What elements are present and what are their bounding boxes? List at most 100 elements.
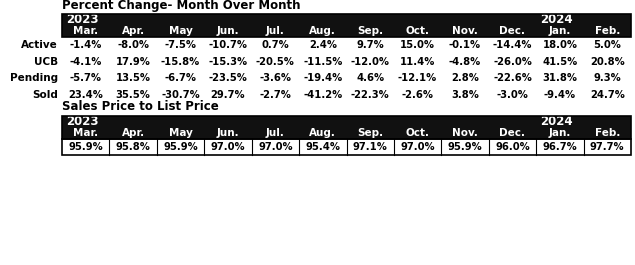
Text: 95.8%: 95.8% bbox=[116, 142, 150, 152]
Text: Oct.: Oct. bbox=[406, 26, 430, 36]
Text: -2.6%: -2.6% bbox=[401, 90, 434, 100]
Text: Jan.: Jan. bbox=[549, 128, 571, 138]
Text: Mar.: Mar. bbox=[73, 128, 98, 138]
Text: -1.4%: -1.4% bbox=[69, 40, 102, 50]
Text: 18.0%: 18.0% bbox=[542, 40, 577, 50]
Text: Aug.: Aug. bbox=[309, 26, 336, 36]
Text: -15.3%: -15.3% bbox=[208, 57, 248, 67]
Text: Percent Change- Month Over Month: Percent Change- Month Over Month bbox=[62, 0, 300, 12]
Text: 2024: 2024 bbox=[540, 115, 573, 128]
Text: -5.7%: -5.7% bbox=[70, 73, 102, 83]
Text: -20.5%: -20.5% bbox=[256, 57, 295, 67]
Text: -19.4%: -19.4% bbox=[303, 73, 342, 83]
Text: 97.0%: 97.0% bbox=[258, 142, 293, 152]
Text: -11.5%: -11.5% bbox=[303, 57, 342, 67]
Text: -22.3%: -22.3% bbox=[351, 90, 390, 100]
Text: Jul.: Jul. bbox=[266, 128, 285, 138]
Text: Feb.: Feb. bbox=[594, 128, 620, 138]
Text: 95.9%: 95.9% bbox=[163, 142, 198, 152]
Text: 3.8%: 3.8% bbox=[451, 90, 479, 100]
Text: -8.0%: -8.0% bbox=[117, 40, 149, 50]
Text: 20.8%: 20.8% bbox=[590, 57, 625, 67]
Text: 97.0%: 97.0% bbox=[400, 142, 435, 152]
Text: 2023: 2023 bbox=[66, 13, 98, 26]
Text: 41.5%: 41.5% bbox=[542, 57, 577, 67]
Text: -26.0%: -26.0% bbox=[493, 57, 532, 67]
Text: -12.1%: -12.1% bbox=[398, 73, 438, 83]
Text: 96.0%: 96.0% bbox=[495, 142, 530, 152]
Text: 29.7%: 29.7% bbox=[211, 90, 245, 100]
Text: -14.4%: -14.4% bbox=[493, 40, 532, 50]
Text: 35.5%: 35.5% bbox=[116, 90, 150, 100]
Text: May: May bbox=[169, 26, 192, 36]
Text: -9.4%: -9.4% bbox=[544, 90, 576, 100]
Text: Sales Price to List Price: Sales Price to List Price bbox=[62, 100, 218, 113]
Text: 9.7%: 9.7% bbox=[356, 40, 384, 50]
Text: -22.6%: -22.6% bbox=[493, 73, 532, 83]
Text: Active: Active bbox=[21, 40, 58, 50]
Text: -30.7%: -30.7% bbox=[161, 90, 200, 100]
Text: 97.1%: 97.1% bbox=[353, 142, 387, 152]
Bar bbox=[62, 25, 631, 37]
Text: Feb.: Feb. bbox=[594, 26, 620, 36]
Text: 24.7%: 24.7% bbox=[590, 90, 625, 100]
Text: 2024: 2024 bbox=[540, 13, 573, 26]
Text: May: May bbox=[169, 128, 192, 138]
Text: Aug.: Aug. bbox=[309, 128, 336, 138]
Text: -15.8%: -15.8% bbox=[161, 57, 200, 67]
Text: -41.2%: -41.2% bbox=[303, 90, 342, 100]
Text: 9.3%: 9.3% bbox=[594, 73, 621, 83]
Text: Jun.: Jun. bbox=[217, 26, 239, 36]
Text: -10.7%: -10.7% bbox=[208, 40, 248, 50]
Text: Pending: Pending bbox=[10, 73, 58, 83]
Text: 31.8%: 31.8% bbox=[542, 73, 577, 83]
Text: Sep.: Sep. bbox=[357, 26, 384, 36]
Text: Dec.: Dec. bbox=[500, 128, 525, 138]
Text: 95.9%: 95.9% bbox=[69, 142, 103, 152]
Text: Sold: Sold bbox=[32, 90, 58, 100]
Text: Nov.: Nov. bbox=[452, 128, 478, 138]
Bar bbox=[62, 116, 631, 127]
Text: -3.6%: -3.6% bbox=[259, 73, 291, 83]
Text: 2.8%: 2.8% bbox=[451, 73, 479, 83]
Text: Mar.: Mar. bbox=[73, 26, 98, 36]
Text: 15.0%: 15.0% bbox=[400, 40, 435, 50]
Bar bbox=[62, 139, 631, 155]
Text: Nov.: Nov. bbox=[452, 26, 478, 36]
Text: 0.7%: 0.7% bbox=[262, 40, 290, 50]
Text: Dec.: Dec. bbox=[500, 26, 525, 36]
Text: Oct.: Oct. bbox=[406, 128, 430, 138]
Text: Jan.: Jan. bbox=[549, 26, 571, 36]
Bar bbox=[62, 116, 631, 139]
Bar bbox=[62, 14, 631, 37]
Text: Apr.: Apr. bbox=[121, 128, 145, 138]
Text: -4.1%: -4.1% bbox=[69, 57, 102, 67]
Text: Jul.: Jul. bbox=[266, 26, 285, 36]
Text: 23.4%: 23.4% bbox=[69, 90, 103, 100]
Text: 11.4%: 11.4% bbox=[400, 57, 436, 67]
Text: 97.0%: 97.0% bbox=[211, 142, 245, 152]
Text: 95.4%: 95.4% bbox=[305, 142, 340, 152]
Text: 2.4%: 2.4% bbox=[309, 40, 337, 50]
Text: 5.0%: 5.0% bbox=[593, 40, 621, 50]
Text: 2023: 2023 bbox=[66, 115, 98, 128]
Text: -3.0%: -3.0% bbox=[497, 90, 528, 100]
Bar bbox=[62, 127, 631, 139]
Text: 96.7%: 96.7% bbox=[542, 142, 577, 152]
Text: 4.6%: 4.6% bbox=[356, 73, 384, 83]
Text: -4.8%: -4.8% bbox=[449, 57, 481, 67]
Text: Apr.: Apr. bbox=[121, 26, 145, 36]
Text: -12.0%: -12.0% bbox=[351, 57, 390, 67]
Text: -7.5%: -7.5% bbox=[164, 40, 197, 50]
Text: -6.7%: -6.7% bbox=[164, 73, 197, 83]
Text: 13.5%: 13.5% bbox=[116, 73, 150, 83]
Text: UCB: UCB bbox=[34, 57, 58, 67]
Text: 97.7%: 97.7% bbox=[590, 142, 625, 152]
Text: -23.5%: -23.5% bbox=[208, 73, 248, 83]
Text: 17.9%: 17.9% bbox=[116, 57, 150, 67]
Text: -0.1%: -0.1% bbox=[449, 40, 481, 50]
Text: Jun.: Jun. bbox=[217, 128, 239, 138]
Text: 95.9%: 95.9% bbox=[448, 142, 483, 152]
Bar bbox=[62, 14, 631, 25]
Text: Sep.: Sep. bbox=[357, 128, 384, 138]
